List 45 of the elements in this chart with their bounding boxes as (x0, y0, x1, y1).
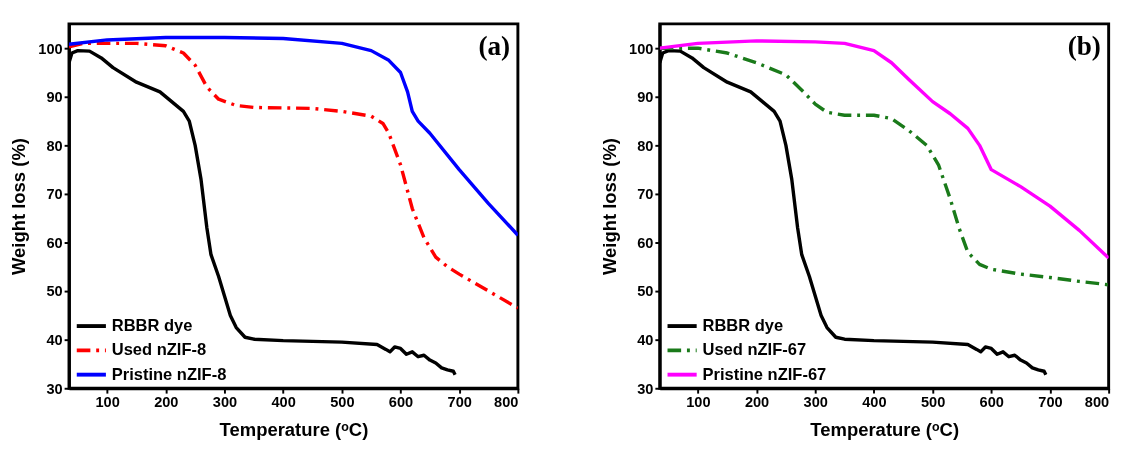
x-tick-label: 800 (494, 394, 519, 411)
x-axis-title: Temperature (ᵒC) (810, 419, 960, 441)
y-tick-label: 30 (46, 380, 63, 397)
line-series (68, 35, 518, 237)
legend-label: Pristine nZIF-67 (702, 364, 827, 383)
y-tick-label: 80 (46, 137, 63, 154)
y-tick-label: 40 (637, 332, 654, 349)
x-tick-label: 300 (803, 394, 828, 411)
x-tick-label: 100 (95, 394, 120, 411)
y-axis-title: Weight loss (%) (598, 138, 620, 276)
y-tick-label: 100 (629, 40, 654, 57)
y-tick-label: 40 (46, 332, 63, 349)
x-tick-label: 600 (979, 394, 1004, 411)
legend-label: RBBR dye (111, 315, 193, 334)
y-tick-label: 30 (637, 380, 654, 397)
x-tick-label: 200 (154, 394, 179, 411)
x-tick-label: 600 (388, 394, 414, 411)
x-tick-label: 400 (862, 394, 887, 411)
x-tick-label: 500 (920, 394, 946, 411)
annotation: (b) (1067, 30, 1101, 61)
x-tick-label: 700 (1038, 394, 1063, 411)
x-axis-title: Temperature (ᵒC) (219, 419, 369, 441)
y-tick-label: 60 (637, 234, 654, 251)
legend-label: Pristine nZIF-8 (111, 364, 227, 383)
y-tick-label: 80 (637, 137, 654, 154)
x-tick-label: 300 (212, 394, 238, 411)
x-tick-label: 400 (271, 394, 296, 411)
legend-label: Used nZIF-67 (702, 340, 807, 359)
x-tick-label: 200 (744, 394, 770, 411)
y-tick-label: 70 (46, 186, 63, 203)
annotation: (a) (478, 30, 511, 61)
y-tick-label: 100 (38, 40, 63, 57)
y-tick-label: 50 (637, 283, 654, 300)
legend-label: Used nZIF-8 (111, 340, 207, 359)
x-tick-label: 100 (686, 394, 711, 411)
y-tick-label: 90 (46, 89, 63, 106)
legend-label: RBBR dye (702, 315, 784, 334)
x-tick-label: 800 (1084, 394, 1110, 411)
x-tick-label: 500 (330, 394, 355, 411)
x-tick-label: 700 (447, 394, 472, 411)
y-tick-label: 50 (46, 283, 63, 300)
y-axis-title: Weight loss (%) (7, 138, 29, 276)
y-tick-label: 90 (637, 89, 654, 106)
y-tick-label: 60 (46, 234, 63, 251)
y-tick-label: 70 (637, 186, 654, 203)
